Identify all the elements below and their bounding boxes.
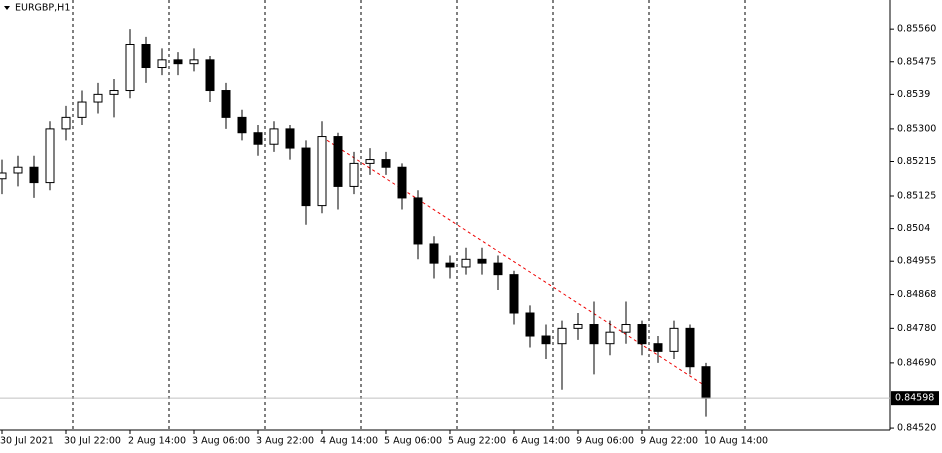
- x-tick-label: 4 Aug 14:00: [320, 436, 378, 447]
- candle-body: [589, 324, 599, 345]
- candle-body: [301, 147, 311, 207]
- candle-body: [173, 59, 183, 65]
- candle-body: [317, 136, 327, 207]
- x-tick-label: 30 Jul 22:00: [64, 436, 121, 447]
- candle-body: [573, 324, 583, 329]
- candle-body: [397, 166, 407, 199]
- x-tick-label: 9 Aug 22:00: [640, 436, 698, 447]
- trendline: [321, 136, 711, 390]
- y-tick-label: 0.84520: [897, 423, 936, 434]
- candle-body: [557, 327, 567, 345]
- candle-body: [461, 258, 471, 268]
- candle-body: [237, 116, 247, 134]
- x-tick-label: 6 Aug 14:00: [512, 436, 570, 447]
- x-tick-label: 3 Aug 06:00: [192, 436, 250, 447]
- candle-body: [333, 136, 343, 187]
- candle-body: [269, 128, 279, 145]
- candle-body: [205, 59, 215, 92]
- candle-body: [669, 327, 679, 352]
- candle-body: [77, 101, 87, 118]
- y-tick-label: 0.8539: [897, 89, 930, 100]
- candle-body: [93, 93, 103, 103]
- candle-body: [29, 166, 39, 184]
- candle-body: [365, 159, 375, 164]
- y-tick-label: 0.85300: [897, 123, 936, 134]
- y-tick-label: 0.85560: [897, 24, 936, 35]
- candle-body: [381, 159, 391, 168]
- current-price-label: 0.84598: [895, 393, 934, 404]
- candle-body: [125, 43, 135, 92]
- x-tick-label: 3 Aug 22:00: [256, 436, 314, 447]
- candle-body: [445, 262, 455, 268]
- menu-icon[interactable]: [4, 6, 10, 10]
- candle-body: [109, 90, 119, 95]
- x-tick-label: 9 Aug 06:00: [576, 436, 634, 447]
- y-tick-label: 0.8504: [897, 223, 930, 234]
- candle-body: [477, 258, 487, 264]
- candle-body: [349, 162, 359, 187]
- y-tick-label: 0.84690: [897, 357, 936, 368]
- y-tick-label: 0.85125: [897, 191, 936, 202]
- candle-body: [541, 335, 551, 345]
- candle-body: [621, 324, 631, 333]
- candle-body: [13, 166, 23, 174]
- candle-body: [253, 132, 263, 145]
- candle-body: [157, 59, 167, 69]
- x-tick-label: 2 Aug 14:00: [128, 436, 186, 447]
- y-tick-label: 0.85475: [897, 56, 936, 67]
- candle-body: [509, 274, 519, 314]
- candle-body: [701, 366, 711, 399]
- candle-body: [429, 243, 439, 264]
- y-tick-label: 0.84955: [897, 256, 936, 267]
- y-tick-label: 0.84780: [897, 323, 936, 334]
- candle-body: [653, 343, 663, 352]
- candle-body: [413, 197, 423, 245]
- candle-body: [493, 262, 503, 276]
- y-tick-label: 0.85215: [897, 156, 936, 167]
- y-tick-label: 0.84868: [897, 289, 936, 300]
- x-tick-label: 10 Aug 14:00: [704, 436, 768, 447]
- candle-body: [221, 90, 231, 118]
- x-tick-label: 5 Aug 06:00: [384, 436, 442, 447]
- candle-body: [189, 59, 199, 65]
- candle-body: [605, 331, 615, 345]
- candle-body: [285, 128, 295, 149]
- candle-body: [141, 43, 151, 69]
- candle-body: [0, 172, 7, 180]
- candle-body: [525, 312, 535, 337]
- chart-title: EURGBP,H1: [15, 3, 70, 14]
- candle-body: [685, 327, 695, 368]
- current-price-box: [891, 391, 939, 406]
- x-tick-label: 30 Jul 2021: [0, 436, 54, 447]
- x-tick-label: 5 Aug 22:00: [448, 436, 506, 447]
- candle-body: [637, 324, 647, 345]
- candle-body: [45, 128, 55, 184]
- candle-body: [61, 116, 71, 130]
